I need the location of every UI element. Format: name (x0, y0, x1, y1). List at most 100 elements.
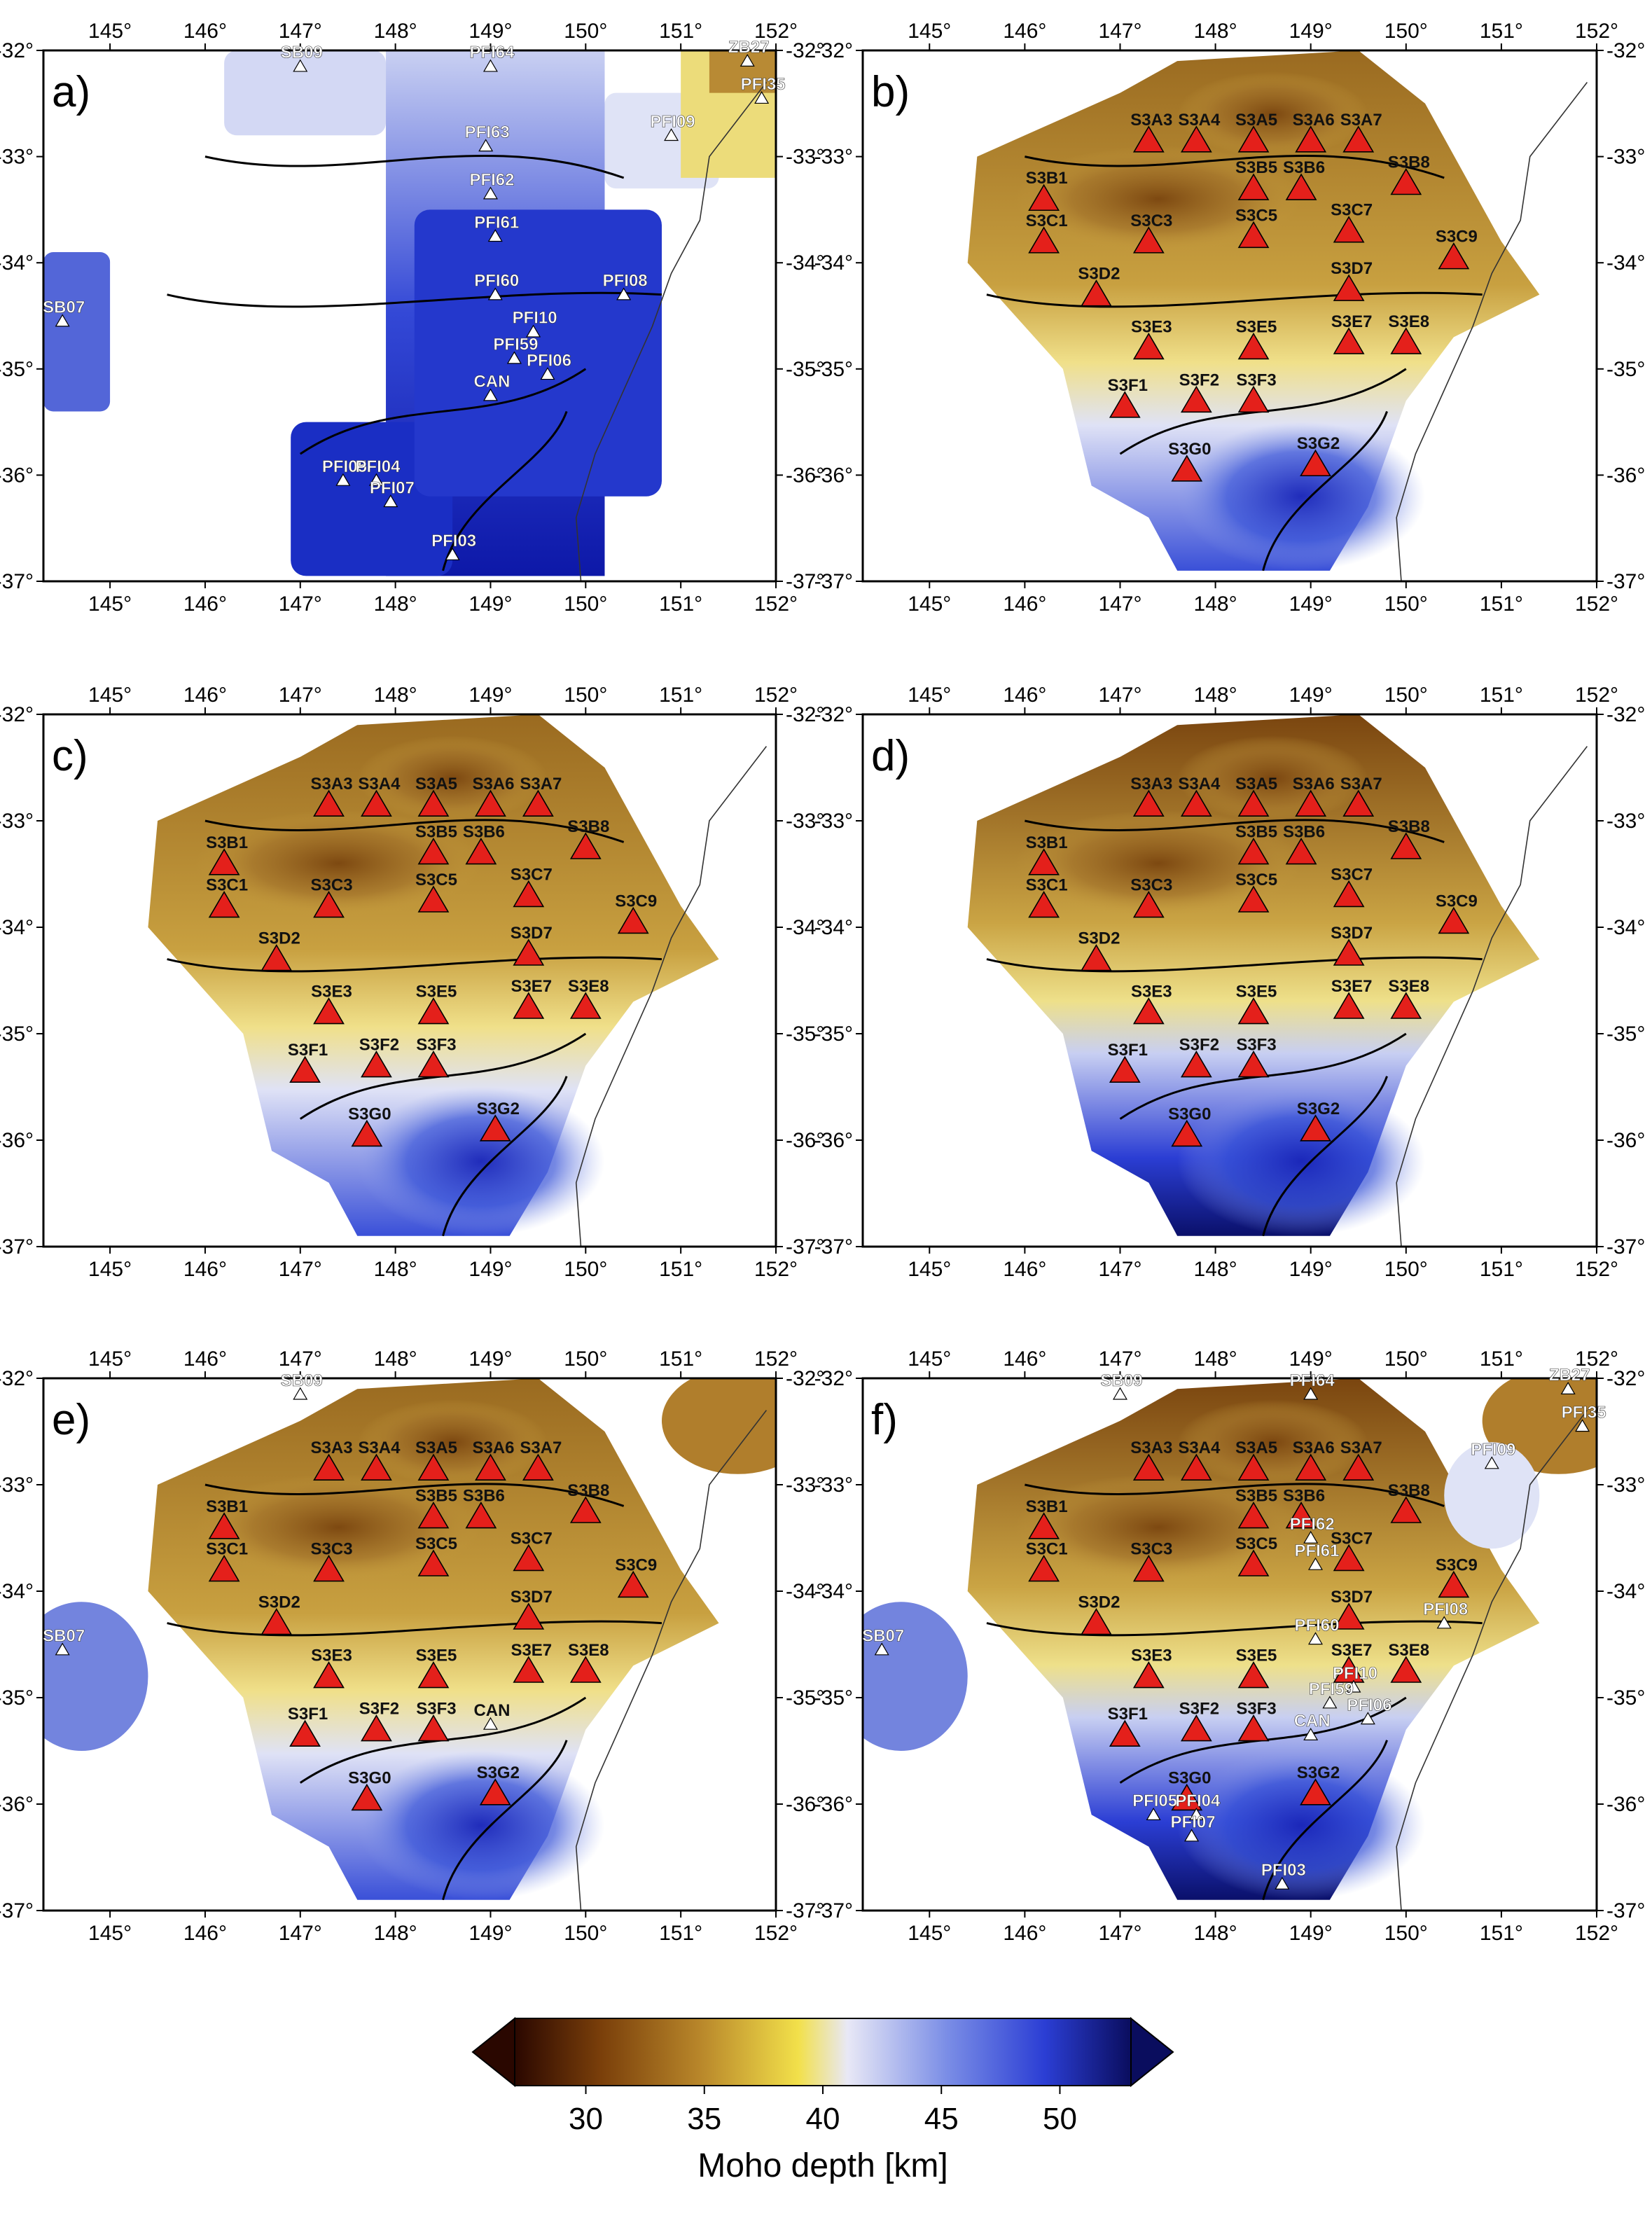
station-marker (293, 59, 308, 72)
station-marker (1333, 216, 1365, 243)
lat-tick-right: -35° (1606, 358, 1645, 381)
lat-tick-right: -32° (786, 39, 824, 62)
station-label: PFI09 (1471, 1441, 1515, 1460)
station-label: S3C7 (511, 865, 553, 884)
station-label: S3A5 (1235, 775, 1277, 793)
station-marker (417, 838, 450, 865)
station-label: S3D7 (511, 1588, 553, 1607)
station-label: S3G0 (1168, 1768, 1211, 1787)
station-label: S3F1 (1108, 1041, 1148, 1060)
station-label: S3D7 (1331, 924, 1373, 943)
lat-tick-left: -37° (0, 1899, 34, 1922)
station-label: S3C7 (1331, 201, 1373, 220)
lon-tick-top: 149° (468, 1347, 512, 1371)
station-marker (616, 287, 632, 300)
lat-tick-right: -35° (786, 1686, 824, 1710)
station-label: PFI59 (1309, 1680, 1354, 1699)
map-frame (861, 49, 1598, 583)
station-label: S3F1 (288, 1041, 328, 1060)
map-panel-f: 145° 145° 146° 146° 147° 147° 148° 148° 149° 149°… (814, 1347, 1646, 1945)
station-label: PFI06 (1347, 1696, 1391, 1714)
lon-tick-bottom: 147° (279, 592, 322, 616)
station-label: PFI08 (1423, 1600, 1468, 1619)
lon-tick-top: 146° (183, 684, 227, 707)
station-marker (1237, 173, 1270, 200)
station-marker (1342, 125, 1375, 153)
station-label: PFI07 (1171, 1813, 1216, 1832)
moho-depth-field (967, 714, 1588, 1247)
station-marker (1295, 789, 1327, 817)
station-label: S3A5 (415, 1439, 457, 1457)
lat-tick-right: -35° (1606, 1686, 1645, 1710)
station-label: S3C9 (1436, 228, 1478, 247)
lon-tick-top: 147° (279, 684, 322, 707)
station-marker (361, 1051, 392, 1078)
station-marker (1575, 1419, 1590, 1432)
station-label: S3B5 (1235, 1487, 1277, 1506)
station-marker (465, 838, 497, 865)
station-marker (417, 997, 450, 1025)
station-label: PFI35 (741, 75, 786, 94)
station-marker (208, 1555, 240, 1582)
station-label: S3B5 (1235, 158, 1277, 177)
station-marker (361, 1714, 392, 1742)
station-label: SB09 (1100, 1371, 1142, 1390)
lat-tick-left: -37° (0, 1235, 34, 1259)
contour-line (204, 1483, 625, 1507)
station-label: S3C1 (1026, 876, 1068, 895)
station-marker (1484, 1456, 1499, 1469)
station-marker (55, 314, 70, 327)
lon-tick-bottom: 146° (183, 592, 227, 616)
station-marker (417, 1714, 450, 1742)
station-label: S3C3 (1130, 876, 1172, 895)
lon-tick-top: 148° (1194, 684, 1237, 707)
station-marker (526, 324, 541, 338)
station-label: S3B1 (1026, 833, 1068, 852)
lon-tick-bottom: 151° (659, 1922, 702, 1945)
lat-tick-left: -34° (814, 251, 853, 275)
station-marker (1028, 1512, 1060, 1539)
station-label: S3C7 (1331, 1529, 1373, 1548)
station-marker (351, 1783, 383, 1811)
lon-tick-bottom: 151° (1480, 592, 1523, 616)
station-marker (664, 128, 679, 141)
station-label: S3A7 (520, 1439, 562, 1457)
station-label: S3A7 (520, 775, 562, 793)
station-label: S3A6 (1293, 775, 1335, 793)
station-marker (289, 1719, 321, 1747)
contour-line (1025, 154, 1445, 179)
station-label: S3B6 (1283, 823, 1325, 842)
station-label: S3E3 (1131, 317, 1172, 336)
lon-tick-bottom: 145° (88, 1922, 132, 1945)
lon-tick-top: 150° (564, 1347, 607, 1371)
lon-tick-top: 147° (1098, 1347, 1141, 1371)
lon-tick-top: 151° (1480, 20, 1523, 43)
station-marker (475, 1453, 506, 1481)
station-label: PFI06 (527, 351, 571, 370)
lon-tick-bottom: 148° (374, 1922, 417, 1945)
station-marker (313, 1555, 345, 1582)
lat-tick-right: -34° (786, 251, 824, 275)
station-marker (1180, 1051, 1212, 1078)
station-label: SB07 (43, 298, 85, 317)
lon-tick-top: 150° (1384, 20, 1428, 43)
station-marker (465, 1502, 497, 1529)
lon-tick-top: 145° (88, 1347, 132, 1371)
station-marker (1300, 1114, 1331, 1142)
lon-tick-bottom: 148° (374, 1258, 417, 1281)
station-marker (513, 880, 545, 908)
station-label: S3E8 (568, 1641, 609, 1660)
station-marker (1237, 789, 1270, 817)
colorbar-tick-label: 50 (1043, 2102, 1077, 2136)
station-marker (313, 891, 345, 918)
station-marker (1180, 1714, 1212, 1742)
station-label: S3D7 (1331, 1588, 1373, 1607)
station-label: S3A3 (1130, 111, 1172, 130)
lat-tick-right: -35° (1606, 1023, 1645, 1046)
station-marker (313, 1661, 345, 1689)
station-label: S3B6 (463, 1487, 505, 1506)
station-label: S3F3 (1236, 370, 1276, 389)
station-marker (1237, 1453, 1270, 1481)
lon-tick-bottom: 152° (1575, 1258, 1618, 1281)
station-marker (1275, 1876, 1290, 1890)
